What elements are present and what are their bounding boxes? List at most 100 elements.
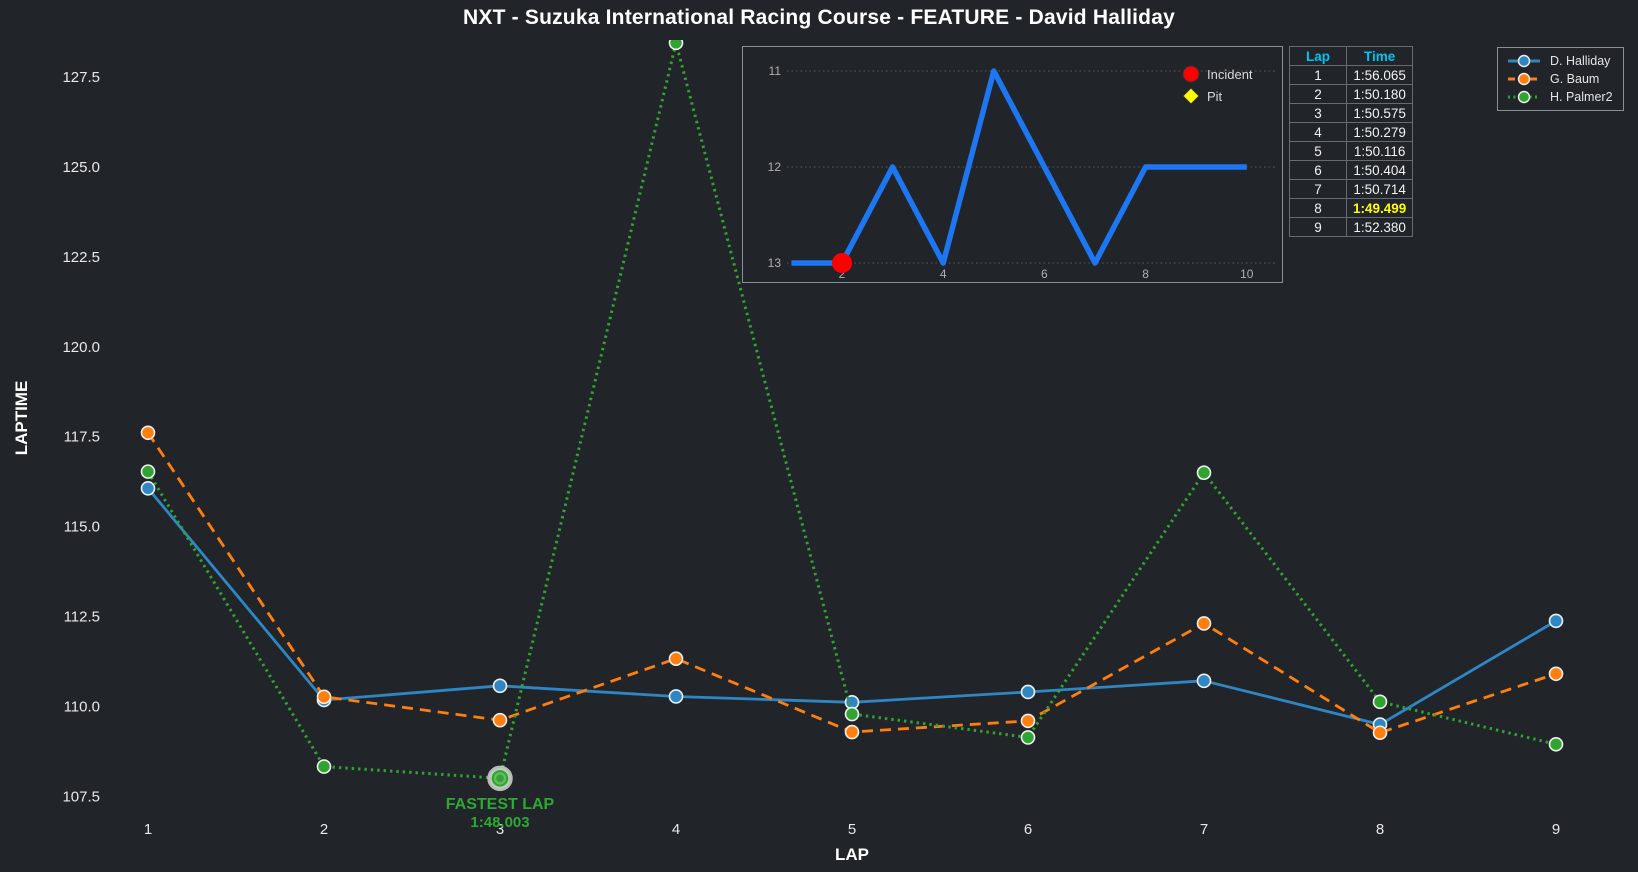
data-point: [140, 464, 156, 479]
x-axis-title: LAP: [835, 845, 869, 864]
inset-x-tick-label: 2: [839, 267, 846, 281]
y-tick-label: 117.5: [64, 429, 100, 446]
lap-table-row: 8 1:49.499: [1289, 198, 1414, 218]
data-point: [1372, 694, 1388, 710]
data-point: [1020, 684, 1036, 700]
y-tick-label: 115.0: [64, 519, 100, 536]
page-title: NXT - Suzuka International Racing Course…: [463, 6, 1175, 29]
legend-item-g-baum: G. Baum: [1506, 72, 1613, 86]
data-point: [1020, 730, 1036, 745]
data-point: [1548, 666, 1564, 682]
legend-sample-marker: [1517, 72, 1531, 86]
fastest-lap-marker-inner-ring: [493, 772, 507, 785]
lap-time-cell: 1:50.714: [1345, 179, 1414, 199]
incident-marker: [832, 253, 852, 273]
lap-table-row: 4 1:50.279: [1289, 122, 1414, 142]
y-tick-label: 122.5: [62, 249, 100, 266]
inset-y-tick-label: 13: [768, 256, 782, 270]
fastest-lap-label: FASTEST LAP: [446, 796, 555, 813]
lap-table-row: 3 1:50.575: [1289, 103, 1414, 123]
position-line: [791, 68, 1247, 266]
legend-sample-marker: [1517, 54, 1531, 68]
lap-time-cell: 1:50.404: [1345, 160, 1414, 180]
data-point: [492, 712, 508, 728]
lap-table-row: 6 1:50.404: [1289, 160, 1414, 180]
legend-item-d-halliday: D. Halliday: [1506, 54, 1613, 68]
lap-time-cell-fastest: 1:49.499: [1345, 198, 1414, 218]
series-line: [146, 41, 1557, 780]
inset-legend: Incident Pit: [1182, 65, 1253, 105]
data-point: [668, 40, 684, 51]
data-point: [1020, 713, 1036, 729]
data-point: [844, 706, 860, 722]
lap-table-row: 5 1:50.116: [1289, 141, 1414, 161]
inset-x-tick-label: 6: [1041, 267, 1048, 281]
incident-legend-label: Incident: [1207, 67, 1253, 82]
legend-line-sample: [1508, 72, 1540, 86]
y-axis-title: LAPTIME: [12, 380, 31, 456]
y-tick-label: 107.5: [62, 788, 100, 805]
x-tick-label: 2: [320, 821, 328, 838]
data-point: [1196, 673, 1212, 689]
data-point: [1548, 736, 1564, 752]
data-point: [140, 425, 156, 441]
chart-legend: D. Halliday G. Baum H. Palmer2: [1497, 47, 1624, 111]
lap-table-row: 7 1:50.714: [1289, 179, 1414, 199]
x-tick-label: 6: [1024, 821, 1032, 838]
legend-item-h-palmer2: H. Palmer2: [1506, 90, 1613, 104]
lap-number-cell: 3: [1289, 103, 1347, 123]
lap-number-cell: 6: [1289, 160, 1347, 180]
x-tick-label: 1: [144, 821, 152, 838]
position-inset-chart: 11 12 13 2 4 6 8 10 Incident Pit: [768, 64, 1275, 281]
lap-table-row: 9 1:52.380: [1289, 217, 1414, 237]
fastest-lap-time: 1:48.003: [470, 814, 529, 831]
lap-number-cell: 2: [1289, 84, 1347, 104]
data-point: [844, 724, 860, 740]
series-line: [146, 431, 1557, 735]
inset-x-tick-label: 10: [1240, 267, 1254, 281]
legend-line-sample: [1508, 54, 1540, 68]
data-point: [316, 759, 332, 774]
data-point: [668, 651, 684, 666]
data-point: [1196, 465, 1212, 480]
lap-number-cell: 9: [1289, 217, 1347, 237]
legend-label: H. Palmer2: [1550, 90, 1613, 104]
x-tick-label: 4: [672, 821, 680, 838]
y-tick-label: 120.0: [62, 339, 100, 356]
lap-table-header-lap: Lap: [1289, 46, 1347, 66]
series-line: [146, 487, 1557, 726]
x-tick-label: 7: [1200, 821, 1208, 838]
legend-label: G. Baum: [1550, 72, 1600, 86]
legend-label: D. Halliday: [1550, 54, 1611, 68]
y-tick-label: 127.5: [62, 69, 100, 86]
x-tick-label: 5: [848, 821, 856, 838]
inset-x-tick-label: 4: [940, 267, 947, 281]
series-g-baum: [140, 425, 1564, 741]
series-d-halliday: [140, 481, 1564, 732]
legend-line-sample: [1508, 90, 1540, 104]
pit-legend-label: Pit: [1207, 89, 1223, 104]
lap-time-cell: 1:50.180: [1345, 84, 1414, 104]
lap-time-cell: 1:56.065: [1345, 65, 1414, 85]
lap-table-row: 1 1:56.065: [1289, 65, 1414, 85]
inset-x-tick-label: 8: [1142, 267, 1149, 281]
lap-number-cell: 8: [1289, 198, 1347, 218]
x-tick-label: 9: [1552, 821, 1560, 838]
data-point: [668, 689, 684, 704]
data-point: [492, 678, 508, 694]
lap-number-cell: 7: [1289, 179, 1347, 199]
lap-table-header-time: Time: [1345, 46, 1414, 66]
incident-legend-icon: [1182, 65, 1200, 83]
fastest-lap-marker: [487, 765, 513, 792]
inset-y-tick-label: 12: [768, 160, 782, 174]
position-inset-panel: 11 12 13 2 4 6 8 10 Incident Pit: [742, 46, 1283, 283]
lap-time-cell: 1:52.380: [1345, 217, 1414, 237]
lap-table-row: 2 1:50.180: [1289, 84, 1414, 104]
lap-time-cell: 1:50.575: [1345, 103, 1414, 123]
pit-legend-icon: [1182, 87, 1200, 105]
x-tick-label: 8: [1376, 821, 1384, 838]
lap-time-cell: 1:50.279: [1345, 122, 1414, 142]
